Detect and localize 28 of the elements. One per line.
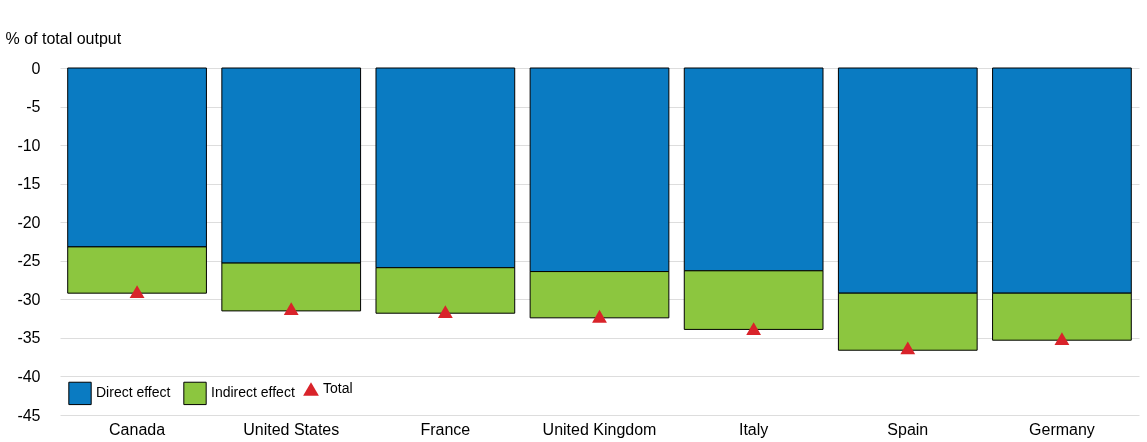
y-tick-label: -30 [17,290,41,308]
point [592,309,607,323]
legend-label: Total [323,380,353,396]
legend-label: Direct effect [96,384,171,401]
x-tick-label: Canada [109,420,166,438]
point [129,285,145,299]
point [900,341,916,355]
y-tick-label: -10 [17,136,41,154]
y-tick-label: -20 [17,213,41,231]
x-tick-label: Spain [887,420,929,438]
x-tick-label: France [420,420,471,438]
y-tick-label: -15 [17,175,41,193]
point [283,302,299,316]
point [1054,332,1070,346]
y-tick-label: -40 [17,367,41,385]
x-tick-label: Italy [738,420,769,438]
y-axis-title: % of total output [5,29,122,47]
y-tick-label: 0 [31,59,41,77]
legend-label: Indirect effect [211,384,295,401]
point [746,322,762,336]
point [437,305,453,319]
x-tick-label: United States [243,420,340,438]
y-tick-label: -5 [26,98,41,116]
x-tick-label: Germany [1029,420,1095,438]
x-tick-label: United Kingdom [542,420,657,438]
y-tick-label: -35 [17,329,41,347]
y-tick-label: -25 [17,252,41,270]
y-tick-label: -45 [17,406,41,424]
